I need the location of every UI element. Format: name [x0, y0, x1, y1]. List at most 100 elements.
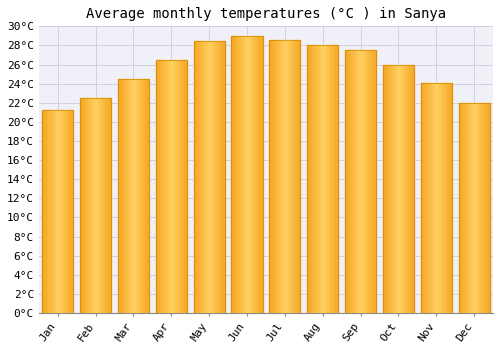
Bar — [194, 41, 195, 313]
Bar — [315, 46, 316, 313]
Bar — [441, 83, 442, 313]
Bar — [358, 50, 359, 313]
Bar — [286, 40, 288, 313]
Bar — [247, 36, 248, 313]
Bar — [58, 110, 59, 313]
Bar — [368, 50, 370, 313]
Bar — [173, 60, 174, 313]
Bar — [271, 40, 272, 313]
Bar — [232, 36, 262, 313]
Bar — [353, 50, 354, 313]
Bar — [284, 40, 285, 313]
Bar — [362, 50, 364, 313]
Bar — [102, 98, 104, 313]
Bar — [127, 79, 129, 313]
Bar — [200, 41, 202, 313]
Bar — [432, 83, 433, 313]
Bar — [314, 46, 315, 313]
Bar — [47, 110, 48, 313]
Bar — [440, 83, 441, 313]
Bar — [485, 103, 486, 313]
Bar — [86, 98, 88, 313]
Bar — [465, 103, 466, 313]
Bar — [135, 79, 136, 313]
Bar — [83, 98, 84, 313]
Bar — [294, 40, 296, 313]
Bar — [367, 50, 368, 313]
Bar — [476, 103, 477, 313]
Bar — [411, 64, 412, 313]
Bar — [204, 41, 206, 313]
Bar — [384, 64, 386, 313]
Bar — [158, 60, 159, 313]
Bar — [479, 103, 480, 313]
Bar — [282, 40, 284, 313]
Bar — [222, 41, 223, 313]
Bar — [354, 50, 356, 313]
Bar — [56, 110, 58, 313]
Bar — [412, 64, 414, 313]
Bar — [203, 41, 204, 313]
Bar — [180, 60, 182, 313]
Bar — [438, 83, 440, 313]
Bar — [80, 98, 111, 313]
Bar — [482, 103, 484, 313]
Bar — [388, 64, 389, 313]
Bar — [60, 110, 61, 313]
Bar — [397, 64, 398, 313]
Bar — [364, 50, 365, 313]
Bar — [421, 83, 452, 313]
Bar — [91, 98, 92, 313]
Bar — [334, 46, 335, 313]
Bar — [179, 60, 180, 313]
Bar — [132, 79, 134, 313]
Bar — [261, 36, 262, 313]
Bar — [474, 103, 476, 313]
Bar — [156, 60, 158, 313]
Bar — [458, 103, 490, 313]
Bar — [390, 64, 392, 313]
Bar — [80, 98, 111, 313]
Bar — [392, 64, 394, 313]
Bar — [100, 98, 102, 313]
Bar — [272, 40, 274, 313]
Bar — [238, 36, 239, 313]
Bar — [426, 83, 427, 313]
Bar — [430, 83, 432, 313]
Bar — [244, 36, 246, 313]
Bar — [122, 79, 124, 313]
Bar — [70, 110, 71, 313]
Bar — [165, 60, 166, 313]
Bar — [118, 79, 149, 313]
Bar — [148, 79, 149, 313]
Bar — [336, 46, 338, 313]
Bar — [400, 64, 402, 313]
Bar — [236, 36, 238, 313]
Bar — [462, 103, 464, 313]
Bar — [298, 40, 299, 313]
Bar — [291, 40, 292, 313]
Bar — [106, 98, 108, 313]
Bar — [94, 98, 96, 313]
Bar — [299, 40, 300, 313]
Bar — [118, 79, 120, 313]
Bar — [332, 46, 334, 313]
Bar — [345, 50, 346, 313]
Bar — [143, 79, 144, 313]
Bar — [260, 36, 261, 313]
Bar — [54, 110, 56, 313]
Bar — [121, 79, 122, 313]
Bar — [196, 41, 198, 313]
Bar — [194, 41, 224, 313]
Bar — [124, 79, 126, 313]
Bar — [433, 83, 434, 313]
Bar — [218, 41, 220, 313]
Bar — [434, 83, 436, 313]
Bar — [253, 36, 255, 313]
Bar — [80, 98, 82, 313]
Bar — [64, 110, 66, 313]
Bar — [72, 110, 74, 313]
Bar — [460, 103, 462, 313]
Bar — [436, 83, 438, 313]
Bar — [156, 60, 187, 313]
